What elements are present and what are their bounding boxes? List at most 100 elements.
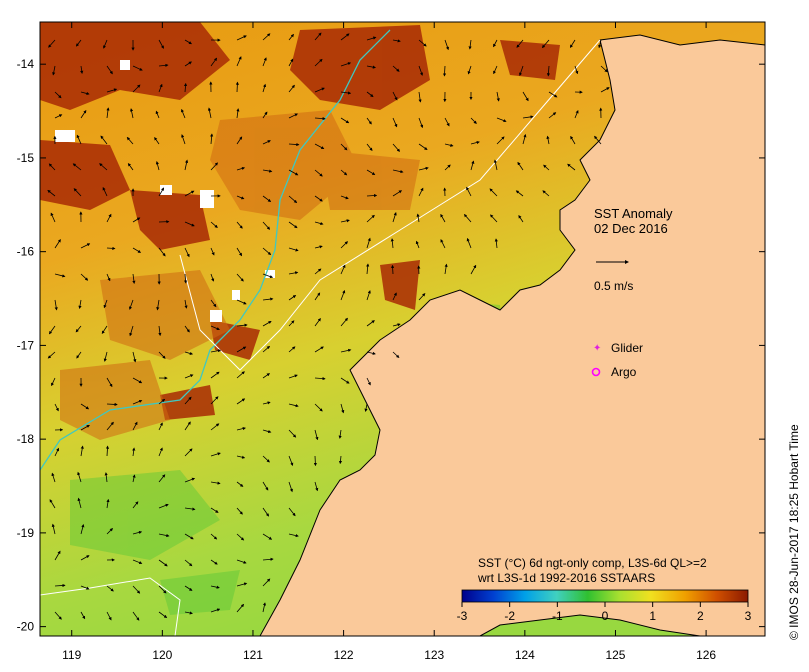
current-vector-arrow	[184, 325, 190, 333]
current-vector-arrow	[340, 143, 348, 151]
current-vector-arrow	[158, 63, 169, 67]
current-vector-arrow	[184, 559, 193, 567]
current-vector-arrow	[466, 237, 472, 249]
current-vector-arrow	[106, 246, 116, 250]
current-vector-arrow	[440, 213, 446, 223]
current-vector-arrow	[489, 188, 498, 197]
current-vector-arrow	[340, 169, 348, 176]
current-vector-arrow	[158, 559, 168, 567]
current-vector-arrow	[366, 91, 374, 98]
current-vector-arrow	[106, 213, 112, 223]
current-vector-arrow	[444, 164, 451, 171]
current-vector-arrow	[158, 39, 164, 49]
current-vector-arrow	[210, 162, 219, 171]
current-vector-arrow	[103, 299, 108, 309]
current-vector-arrow	[288, 58, 294, 67]
current-vector-arrow	[51, 377, 56, 387]
current-vector-arrow	[77, 471, 82, 483]
current-vector-arrow	[154, 137, 160, 145]
current-vector-arrow	[340, 348, 352, 353]
current-vector-arrow	[314, 318, 321, 327]
current-vector-arrow	[210, 247, 215, 256]
current-vector-arrow	[184, 585, 193, 591]
current-vector-arrow	[262, 273, 274, 279]
current-vector-arrow	[210, 585, 220, 589]
current-vector-arrow	[366, 377, 371, 386]
current-vector-arrow	[236, 603, 245, 613]
current-vector-arrow	[236, 398, 246, 405]
current-vector-arrow	[440, 239, 446, 249]
current-vector-arrow	[493, 159, 498, 171]
current-vector-arrow	[314, 403, 323, 412]
current-vector-arrow	[314, 87, 325, 93]
current-vector-arrow	[522, 115, 534, 119]
current-vector-arrow	[314, 268, 322, 275]
current-vector-arrow	[262, 83, 267, 93]
current-vector-arrow	[288, 320, 295, 327]
current-vector-arrow	[106, 88, 118, 93]
current-vector-arrow	[262, 140, 271, 145]
current-scale-label: 0.5 m/s	[594, 279, 633, 293]
current-vector-arrow	[288, 403, 299, 408]
current-vector-arrow	[262, 401, 271, 405]
lon-tick-label: 120	[152, 648, 172, 662]
current-vector-arrow	[184, 247, 190, 258]
current-vector-arrow	[392, 212, 397, 223]
map-title: SST Anomaly	[594, 206, 673, 221]
current-vector-arrow	[80, 424, 90, 431]
current-vector-arrow	[314, 195, 323, 202]
current-vector-arrow	[262, 33, 271, 41]
current-vector-arrow	[340, 195, 349, 200]
colorbar-caption-line2: wrt L3S-1d 1992-2016 SSTAARS	[477, 571, 655, 585]
current-vector-arrow	[210, 533, 218, 540]
colorbar-tick-label: 2	[697, 609, 704, 623]
current-vector-arrow	[366, 263, 370, 275]
current-vector-arrow	[392, 169, 404, 174]
current-vector-arrow	[181, 108, 186, 119]
current-vector-arrow	[155, 161, 160, 171]
current-vector-arrow	[340, 241, 349, 249]
colorbar-tick-label: -2	[504, 609, 515, 623]
current-vector-arrow	[158, 187, 165, 197]
current-vector-arrow	[236, 507, 243, 515]
current-vector-arrow	[236, 56, 242, 67]
current-vector-arrow	[340, 264, 346, 275]
current-vector-arrow	[262, 455, 270, 463]
current-vector-arrow	[444, 143, 454, 147]
current-vector-arrow	[288, 195, 298, 204]
current-vector-arrow	[155, 110, 160, 119]
current-vector-arrow	[54, 299, 58, 311]
current-vector-arrow	[103, 351, 108, 362]
current-vector-arrow	[288, 429, 297, 438]
current-vector-arrow	[418, 143, 428, 151]
current-vector-arrow	[262, 111, 268, 119]
current-vector-arrow	[210, 559, 218, 565]
current-vector-arrow	[517, 161, 524, 171]
current-vector-arrow	[132, 530, 143, 535]
current-vector-arrow	[366, 290, 371, 301]
current-vector-arrow	[51, 523, 56, 535]
current-vector-arrow	[442, 65, 447, 77]
current-vector-arrow	[314, 292, 321, 301]
current-vector-arrow	[210, 608, 221, 613]
current-vector-arrow	[496, 91, 500, 102]
current-vector-arrow	[236, 35, 247, 41]
current-vector-arrow	[54, 583, 66, 588]
current-vector-arrow	[262, 169, 273, 173]
current-vector-arrow	[103, 39, 108, 49]
current-vector-arrow	[181, 134, 186, 145]
current-vector-arrow	[127, 163, 134, 171]
current-vector-arrow	[569, 39, 576, 49]
current-vector-arrow	[210, 396, 219, 405]
current-vector-arrow	[184, 39, 192, 45]
current-vector-arrow	[210, 299, 217, 308]
current-vector-arrow	[132, 585, 141, 594]
current-vector-arrow	[338, 429, 342, 439]
current-vector-arrow	[314, 429, 319, 441]
current-vector-arrow	[314, 58, 323, 67]
current-vector-arrow	[236, 247, 243, 257]
argo-marker-icon	[591, 367, 601, 377]
current-vector-arrow	[236, 221, 243, 229]
current-vector-arrow	[132, 447, 136, 457]
current-vector-arrow	[236, 371, 245, 379]
